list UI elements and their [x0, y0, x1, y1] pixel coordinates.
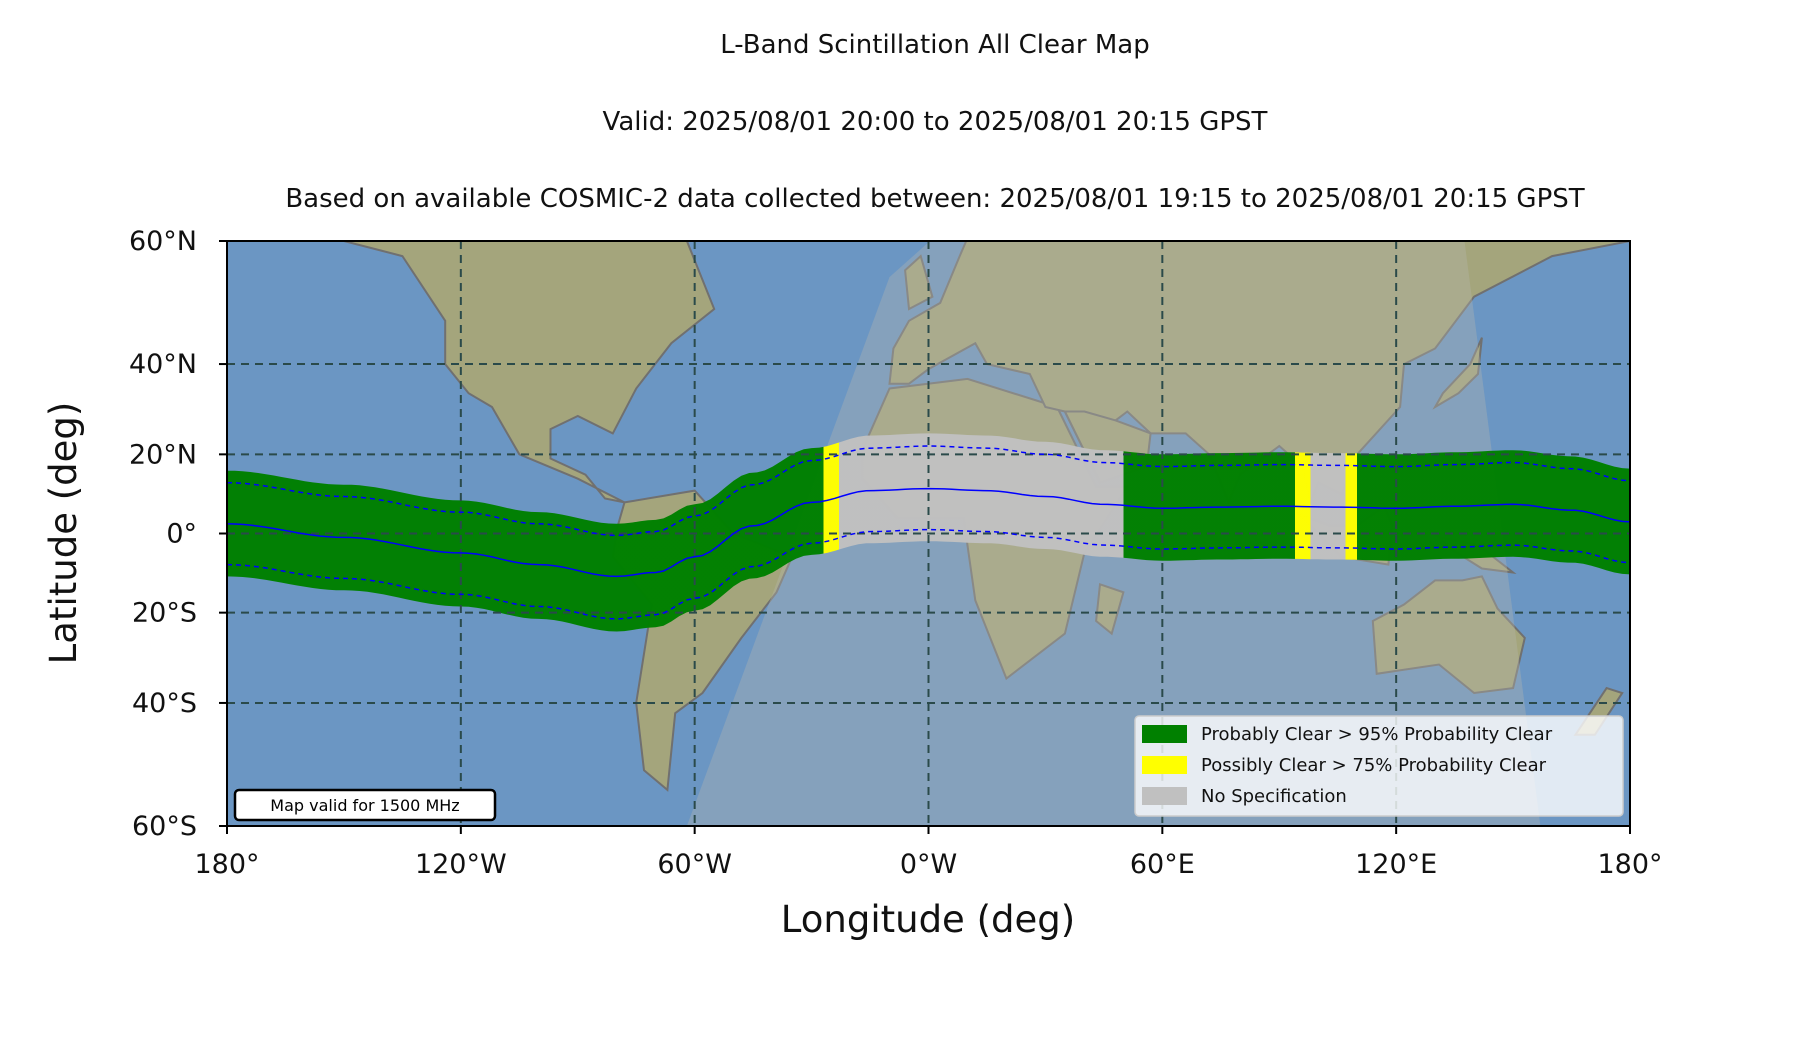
landmass-greenland: [713, 241, 759, 242]
landmass-japan: [1432, 337, 1483, 410]
x-tick-label: 120°E: [1355, 849, 1437, 880]
legend-swatch: [1142, 756, 1187, 774]
y-tick-label: 0°: [166, 519, 197, 550]
scintillation-band: [227, 433, 1630, 632]
y-tick-label: 60°N: [129, 226, 197, 257]
y-axis-label: Latitude (deg): [42, 402, 85, 665]
map-title: L-Band Scintillation All Clear Map: [720, 30, 1150, 60]
graticule-grid: [227, 241, 1630, 826]
legend-label: Possibly Clear > 75% Probability Clear: [1201, 755, 1547, 776]
x-tick-label: 180°: [1597, 849, 1662, 880]
dip-equator-line: [227, 487, 1630, 578]
frequency-note-box: [233, 788, 497, 822]
legend-label: No Specification: [1201, 786, 1347, 807]
map-valid-time: Valid: 2025/08/01 20:00 to 2025/08/01 20…: [602, 107, 1268, 137]
map-data-window: Based on available COSMIC-2 data collect…: [285, 184, 1585, 214]
landmass-australia: [1371, 575, 1526, 695]
legend-label: Probably Clear > 95% Probability Clear: [1201, 724, 1553, 745]
y-tick-label: 40°S: [132, 688, 197, 719]
legend-swatch: [1142, 787, 1187, 805]
dip-equator-lower-dashed-line: [227, 528, 1630, 620]
legend-box: [1134, 715, 1624, 817]
landmass-north-america: [284, 241, 716, 504]
y-tick-label: 20°N: [129, 439, 197, 470]
x-tick-label: 120°W: [415, 849, 507, 880]
x-tick-label: 60°E: [1130, 849, 1195, 880]
legend-swatch: [1142, 725, 1187, 743]
x-tick-label: 180°: [194, 849, 259, 880]
x-axis-label: Longitude (deg): [781, 898, 1075, 941]
dip-equator-upper-dashed-line: [227, 445, 1630, 537]
frequency-note: Map valid for 1500 MHz: [233, 788, 497, 822]
y-tick-label: 20°S: [132, 598, 197, 629]
landmass-uk: [904, 254, 934, 311]
landmass-madagascar: [1095, 582, 1125, 636]
map-legend: Probably Clear > 95% Probability Clear Po…: [1134, 715, 1624, 817]
frequency-note-text: Map valid for 1500 MHz: [270, 796, 459, 815]
y-tick-label: 60°S: [132, 811, 197, 842]
y-tick-label: 40°N: [129, 349, 197, 380]
x-tick-label: 0°W: [900, 849, 957, 880]
x-tick-label: 60°W: [657, 849, 732, 880]
axis-ticks: 180° 120°W 60°W 0°W 60°E 120°E 180° 60°N 40°N 20°…: [129, 226, 1663, 880]
